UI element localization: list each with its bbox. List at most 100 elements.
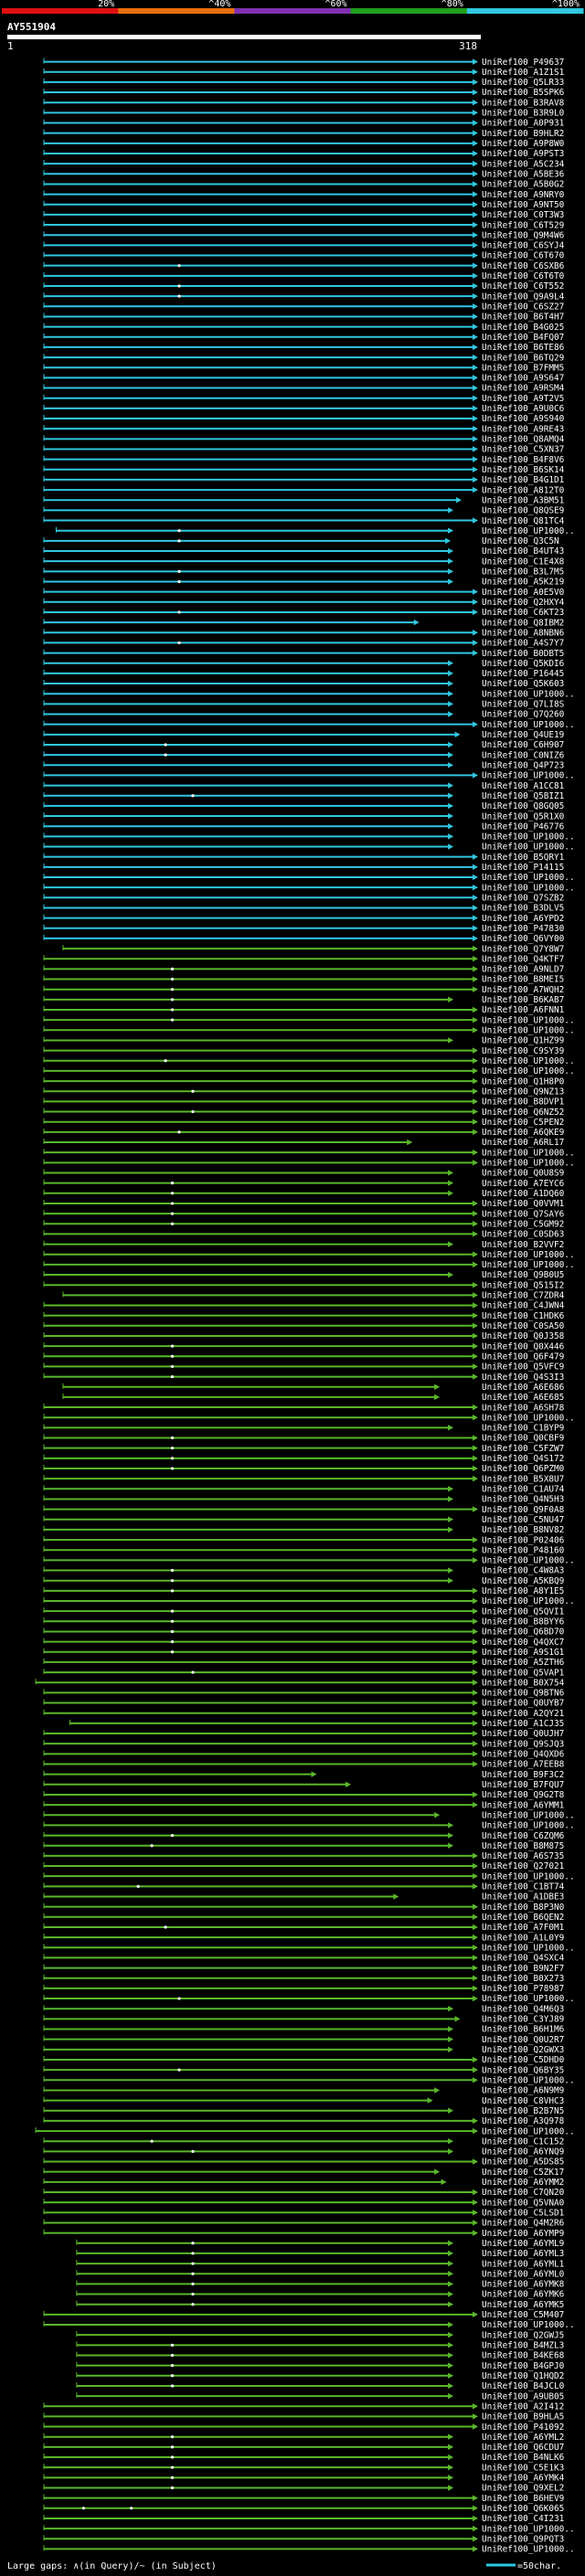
hit-row[interactable]: UniRef100_C6KT23 [43, 608, 564, 618]
hit-label[interactable]: UniRef100_Q5VAP1 [482, 1668, 565, 1678]
hit-row[interactable]: UniRef100_A1CC81 [43, 781, 565, 791]
hit-row[interactable]: UniRef100_A6YMM2 [43, 2178, 564, 2188]
hit-label[interactable]: UniRef100_Q0U8S9 [482, 1169, 565, 1179]
hit-row[interactable]: UniRef100_C7QN20 [43, 2188, 565, 2198]
hit-label[interactable]: UniRef100_A6YMP9 [482, 2229, 565, 2239]
hit-label[interactable]: UniRef100_C8VHC3 [482, 2096, 564, 2106]
hit-row[interactable]: UniRef100_Q9B0U5 [43, 1270, 564, 1280]
hit-row[interactable]: UniRef100_A6E685 [62, 1393, 564, 1403]
hit-row[interactable]: UniRef100_Q4UE19 [43, 730, 565, 740]
hit-label[interactable]: UniRef100_A6YMM2 [482, 2178, 564, 2188]
hit-row[interactable]: UniRef100_Q6PZM0 [43, 1464, 565, 1474]
hit-label[interactable]: UniRef100_B5QRY1 [482, 853, 565, 863]
hit-row[interactable]: UniRef100_Q5VNA0 [43, 2198, 565, 2208]
hit-label[interactable]: UniRef100_C1BYP9 [482, 1424, 565, 1434]
hit-label[interactable]: UniRef100_Q5QVI1 [482, 1606, 565, 1617]
hit-row[interactable]: UniRef100_B5X8U7 [43, 1474, 564, 1484]
hit-label[interactable]: UniRef100_A9UB05 [482, 2391, 564, 2401]
hit-label[interactable]: UniRef100_UP1000.. [482, 2524, 575, 2534]
hit-label[interactable]: UniRef100_UP1000.. [482, 1250, 575, 1260]
hit-row[interactable]: UniRef100_UP1000.. [43, 1871, 575, 1882]
hit-label[interactable]: UniRef100_B4NLK6 [482, 2453, 565, 2463]
hit-row[interactable]: UniRef100_Q6K065 [43, 2504, 564, 2514]
hit-label[interactable]: UniRef100_Q0CBF9 [482, 1434, 565, 1444]
hit-label[interactable]: UniRef100_A6YML2 [482, 2433, 564, 2443]
hit-label[interactable]: UniRef100_UP1000.. [482, 1943, 575, 1953]
hit-label[interactable]: UniRef100_C0NIZ6 [482, 750, 565, 760]
hit-row[interactable]: UniRef100_C6T529 [43, 220, 565, 230]
hit-row[interactable]: UniRef100_A6S735 [43, 1851, 564, 1861]
hit-label[interactable]: UniRef100_UP1000.. [482, 2126, 575, 2136]
hit-row[interactable]: UniRef100_A9RSM4 [43, 384, 565, 394]
hit-row[interactable]: UniRef100_A9RE43 [43, 424, 564, 434]
hit-label[interactable]: UniRef100_A0P931 [482, 119, 565, 129]
hit-label[interactable]: UniRef100_UP1000.. [482, 843, 575, 853]
hit-label[interactable]: UniRef100_A3Q978 [482, 2116, 565, 2126]
hit-row[interactable]: UniRef100_A8NBN6 [43, 628, 565, 638]
hit-label[interactable]: UniRef100_C3YJ89 [482, 2015, 565, 2025]
hit-row[interactable]: UniRef100_B3DLV5 [43, 904, 564, 914]
hit-label[interactable]: UniRef100_A5B0G2 [482, 180, 564, 190]
hit-row[interactable]: UniRef100_B9N2F7 [43, 1964, 564, 1974]
hit-label[interactable]: UniRef100_Q0VVM1 [482, 1199, 565, 1209]
hit-label[interactable]: UniRef100_Q5LR33 [482, 78, 564, 88]
hit-row[interactable]: UniRef100_UP1000.. [43, 2320, 575, 2330]
hit-row[interactable]: UniRef100_UP1000.. [43, 2075, 575, 2085]
hit-label[interactable]: UniRef100_A8Y1E5 [482, 1586, 564, 1596]
hit-row[interactable]: UniRef100_Q5VAP1 [43, 1668, 565, 1678]
hit-label[interactable]: UniRef100_Q0J358 [482, 1331, 565, 1341]
hit-row[interactable]: UniRef100_UP1000.. [43, 1413, 575, 1423]
hit-label[interactable]: UniRef100_UP1000.. [482, 526, 575, 536]
hit-row[interactable]: UniRef100_A2QY21 [43, 1709, 565, 1719]
hit-label[interactable]: UniRef100_A9NLD7 [482, 965, 564, 975]
hit-row[interactable]: UniRef100_C5NU47 [43, 1515, 564, 1525]
hit-label[interactable]: UniRef100_UP1000.. [482, 1159, 575, 1169]
hit-row[interactable]: UniRef100_UP1000.. [43, 771, 575, 781]
hit-label[interactable]: UniRef100_C5M407 [482, 2310, 564, 2320]
hit-row[interactable]: UniRef100_B8NV82 [43, 1525, 564, 1535]
hit-label[interactable]: UniRef100_B7FQU7 [482, 1780, 564, 1790]
hit-row[interactable]: UniRef100_Q9SJQ3 [43, 1739, 564, 1749]
hit-label[interactable]: UniRef100_B6HEV9 [482, 2494, 565, 2504]
hit-row[interactable]: UniRef100_Q4S3I3 [43, 1373, 564, 1383]
hit-label[interactable]: UniRef100_P46776 [482, 822, 565, 832]
hit-row[interactable]: UniRef100_P14115 [43, 863, 564, 873]
hit-label[interactable]: UniRef100_Q5BIZ1 [482, 791, 565, 801]
hit-label[interactable]: UniRef100_P02406 [482, 1535, 565, 1545]
hit-row[interactable]: UniRef100_Q8AMQ4 [43, 435, 565, 445]
hit-label[interactable]: UniRef100_Q4M6Q3 [482, 2004, 564, 2014]
hit-row[interactable]: UniRef100_A5KBQ9 [43, 1576, 565, 1586]
hit-row[interactable]: UniRef100_A7EEB8 [43, 1760, 565, 1770]
hit-label[interactable]: UniRef100_C6ZQM6 [482, 1831, 565, 1841]
hit-label[interactable]: UniRef100_B0X273 [482, 1974, 564, 1984]
hit-label[interactable]: UniRef100_UP1000.. [482, 1871, 575, 1882]
hit-label[interactable]: UniRef100_C7QN20 [482, 2188, 565, 2198]
hit-label[interactable]: UniRef100_Q0U2R7 [482, 2035, 564, 2045]
hit-label[interactable]: UniRef100_A1CC81 [482, 781, 565, 791]
hit-label[interactable]: UniRef100_B2VVF2 [482, 1240, 564, 1250]
hit-row[interactable]: UniRef100_Q6CDU7 [43, 2443, 564, 2453]
hit-row[interactable]: UniRef100_B6T4H7 [43, 313, 564, 323]
hit-label[interactable]: UniRef100_A7EEB8 [482, 1760, 565, 1770]
hit-row[interactable]: UniRef100_B5QRY1 [43, 853, 565, 863]
hit-row[interactable]: UniRef100_A7F0M1 [43, 1923, 565, 1933]
hit-row[interactable]: UniRef100_B6SK14 [43, 465, 565, 475]
hit-row[interactable]: UniRef100_Q8IBM2 [43, 618, 564, 628]
hit-label[interactable]: UniRef100_Q6K065 [482, 2504, 564, 2514]
hit-row[interactable]: UniRef100_UP1000.. [35, 2126, 575, 2136]
hit-row[interactable]: UniRef100_Q1HZ99 [43, 1036, 565, 1046]
hit-label[interactable]: UniRef100_Q8QSE9 [482, 506, 565, 516]
hit-row[interactable]: UniRef100_B4NLK6 [43, 2453, 565, 2463]
hit-label[interactable]: UniRef100_B6T4H7 [482, 313, 564, 323]
hit-row[interactable]: UniRef100_C0SD63 [43, 1230, 564, 1240]
hit-row[interactable]: UniRef100_A1DBE3 [43, 1892, 564, 1903]
hit-label[interactable]: UniRef100_Q3C5N [482, 536, 559, 546]
hit-label[interactable]: UniRef100_Q4QXD6 [482, 1750, 565, 1760]
hit-row[interactable]: UniRef100_UP1000.. [43, 1056, 575, 1066]
hit-row[interactable]: UniRef100_UP1000.. [43, 1066, 575, 1076]
hit-row[interactable]: UniRef100_B4G025 [43, 323, 564, 333]
hit-label[interactable]: UniRef100_Q6F479 [482, 1352, 565, 1362]
hit-label[interactable]: UniRef100_A6YML3 [482, 2249, 564, 2259]
hit-row[interactable]: UniRef100_Q9A9L4 [43, 292, 565, 302]
hit-row[interactable]: UniRef100_A7EYC6 [43, 1179, 565, 1189]
